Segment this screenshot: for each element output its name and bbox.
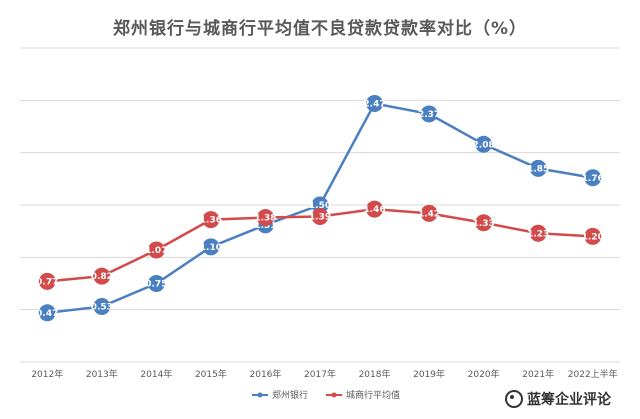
data-point bbox=[475, 214, 493, 232]
legend-marker bbox=[331, 392, 337, 398]
data-point bbox=[93, 267, 111, 285]
data-label: 1.50 bbox=[309, 201, 331, 211]
data-label: 1.85 bbox=[527, 164, 549, 174]
data-point bbox=[420, 105, 438, 123]
x-tick-label: 2022上半年 bbox=[568, 368, 618, 380]
data-label: 2.08 bbox=[473, 140, 495, 150]
data-point bbox=[584, 169, 602, 187]
data-point bbox=[529, 224, 547, 242]
data-label: 1.42 bbox=[418, 209, 440, 219]
data-point bbox=[366, 94, 384, 112]
data-label: 1.46 bbox=[363, 205, 385, 215]
data-point bbox=[147, 275, 165, 292]
x-tick-label: 2019年 bbox=[413, 368, 445, 380]
data-point bbox=[38, 272, 56, 290]
data-label: 0.77 bbox=[36, 277, 58, 287]
data-label: 1.39 bbox=[309, 213, 331, 223]
data-label: 0.53 bbox=[91, 303, 113, 313]
watermark-logo-icon bbox=[505, 390, 523, 408]
watermark: 蓝筹企业评论 bbox=[505, 389, 611, 409]
data-label: 1.38 bbox=[254, 214, 276, 224]
data-point bbox=[420, 204, 438, 222]
data-point bbox=[256, 209, 274, 227]
x-tick-label: 2016年 bbox=[250, 368, 282, 380]
data-label: 0.47 bbox=[36, 309, 58, 319]
data-label: 1.10 bbox=[200, 243, 222, 253]
data-label: 0.82 bbox=[91, 272, 113, 282]
data-label: 1.07 bbox=[145, 246, 167, 256]
x-tick-label: 2012年 bbox=[31, 368, 63, 380]
x-tick-label: 2014年 bbox=[140, 368, 172, 380]
data-point bbox=[202, 211, 220, 229]
data-point bbox=[584, 227, 602, 245]
x-tick-label: 2013年 bbox=[86, 368, 118, 380]
data-label: 2.47 bbox=[363, 99, 385, 109]
watermark-text: 蓝筹企业评论 bbox=[527, 392, 611, 408]
data-point bbox=[475, 135, 493, 153]
x-tick-label: 2021年 bbox=[522, 368, 554, 380]
data-label: 1.36 bbox=[200, 216, 222, 226]
data-label: 1.76 bbox=[582, 174, 604, 184]
x-tick-label: 2015年 bbox=[195, 368, 227, 380]
data-point bbox=[93, 298, 111, 316]
data-label: 1.33 bbox=[473, 219, 495, 229]
x-tick-label: 2018年 bbox=[359, 368, 391, 380]
data-point bbox=[38, 304, 56, 322]
data-label: 0.75 bbox=[145, 280, 167, 290]
x-tick-label: 2017年 bbox=[304, 368, 336, 380]
legend-marker bbox=[257, 392, 263, 398]
data-point bbox=[202, 238, 220, 256]
legend-label: 郑州银行 bbox=[272, 389, 308, 401]
data-label: 1.20 bbox=[582, 232, 604, 242]
data-point bbox=[529, 159, 547, 177]
x-tick-label: 2020年 bbox=[468, 368, 500, 380]
data-label: 1.23 bbox=[527, 229, 549, 239]
data-label: 2.37 bbox=[418, 110, 440, 120]
chart-title: 郑州银行与城商行平均值不良贷款贷款率对比（%） bbox=[112, 19, 528, 39]
legend-label: 城商行平均值 bbox=[346, 389, 400, 401]
data-point bbox=[366, 200, 384, 218]
data-point bbox=[147, 241, 165, 259]
data-point bbox=[311, 208, 329, 226]
